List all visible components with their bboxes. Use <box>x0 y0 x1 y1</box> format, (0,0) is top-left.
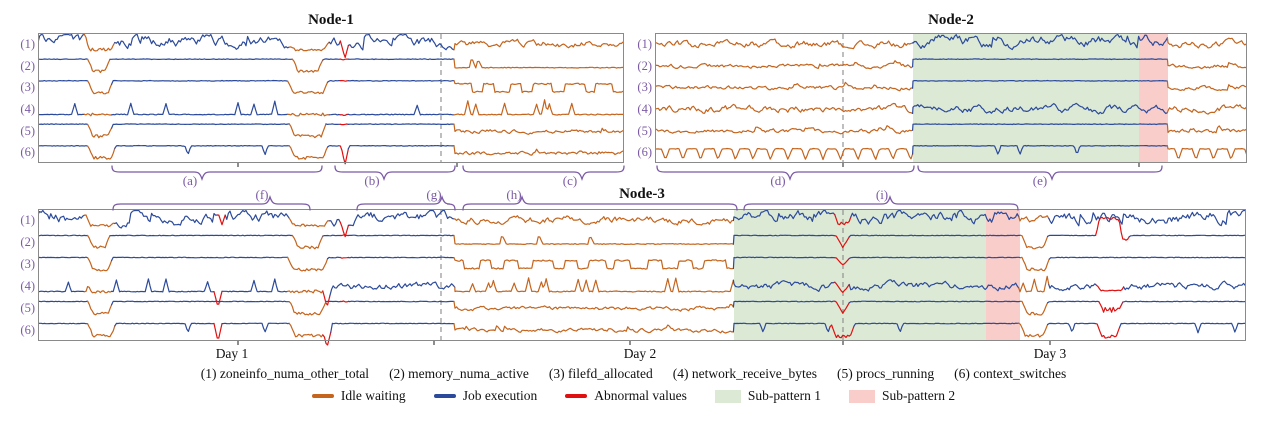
legend-metric-5: (5) procs_running <box>837 366 935 381</box>
legend-item-label: Sub-pattern 1 <box>747 388 822 403</box>
axis-label-day3: Day 3 <box>1033 346 1067 361</box>
row-label-node2-6: (6) <box>637 145 652 160</box>
legend-item-job-execution: Job execution <box>433 388 538 404</box>
legend-item-label: Sub-pattern 2 <box>882 388 956 403</box>
legend-line-swatch-1 <box>311 394 334 398</box>
panel-node3 <box>38 209 1246 347</box>
legend-item-sub-pattern-1: Sub-pattern 1 <box>714 388 822 404</box>
node2-plot <box>655 33 1247 167</box>
brace-label-e: (e) <box>1032 173 1048 188</box>
axis-label-day2: Day 2 <box>623 346 657 361</box>
legend-patch-swatch-5 <box>849 389 876 403</box>
legend-metric-4: (4) network_receive_bytes <box>672 366 818 381</box>
legend-line-swatch-2 <box>433 394 456 398</box>
legend-metric-1: (1) zoneinfo_numa_other_total <box>200 366 370 381</box>
legend-patch-swatch-4 <box>714 389 741 403</box>
node3-plot <box>38 209 1246 346</box>
row-label-node2-2: (2) <box>637 58 652 73</box>
row-label-node2-4: (4) <box>637 101 652 116</box>
brace-label-a: (a) <box>182 173 198 188</box>
row-label-node3-3: (3) <box>20 257 35 271</box>
legend-item-label: Abnormal values <box>594 388 687 403</box>
row-label-node1-2: (2) <box>20 58 35 73</box>
brace-label-g: (g) <box>426 186 442 202</box>
legend-metrics: (1) zoneinfo_numa_other_total (2) memory_… <box>0 366 1267 382</box>
row-label-node3-2: (2) <box>20 235 35 249</box>
legend-item-label: Idle waiting <box>340 388 406 403</box>
row-label-node1-1: (1) <box>20 36 35 51</box>
legend-item-label: Job execution <box>462 388 538 403</box>
legend-metric-6: (6) context_switches <box>954 366 1067 381</box>
row-label-node2-5: (5) <box>637 123 652 138</box>
legend-line-swatch-3 <box>565 394 588 398</box>
brace-label-i: (i) <box>875 186 889 202</box>
row-label-node2-3: (3) <box>637 80 652 95</box>
legend-item-abnormal-values: Abnormal values <box>565 388 687 404</box>
legend-metric-2: (2) memory_numa_active <box>389 366 529 381</box>
legend-metric-3: (3) filefd_allocated <box>548 366 653 381</box>
brace-label-h: (h) <box>506 186 522 202</box>
panel-title-node2: Node-2 <box>928 12 974 28</box>
brace-label-d: (d) <box>770 173 786 188</box>
brace-label-b: (b) <box>364 173 380 188</box>
legend-series: Idle waiting Job execution Abnormal values… <box>0 388 1267 404</box>
node1-plot <box>38 33 624 167</box>
row-label-node1-3: (3) <box>20 80 35 95</box>
row-label-node2-1: (1) <box>637 36 652 51</box>
row-label-node1-6: (6) <box>20 145 35 160</box>
row-label-node1-5: (5) <box>20 123 35 138</box>
legend-item-idle-waiting: Idle waiting <box>311 388 406 404</box>
panel-node2 <box>655 33 1247 169</box>
row-label-node3-5: (5) <box>20 301 35 315</box>
axis-label-day1: Day 1 <box>215 346 249 361</box>
row-label-node1-4: (4) <box>20 101 35 116</box>
brace-label-f: (f) <box>255 186 269 202</box>
panel-title-node3: Node-3 <box>619 186 665 202</box>
row-label-node3-4: (4) <box>20 279 35 293</box>
legend-item-sub-pattern-2: Sub-pattern 2 <box>849 388 955 404</box>
row-label-node3-6: (6) <box>20 323 35 337</box>
brace-label-c: (c) <box>562 173 578 188</box>
panel-node1 <box>38 33 624 169</box>
panel-title-node1: Node-1 <box>308 12 354 28</box>
row-label-node3-1: (1) <box>20 213 35 227</box>
